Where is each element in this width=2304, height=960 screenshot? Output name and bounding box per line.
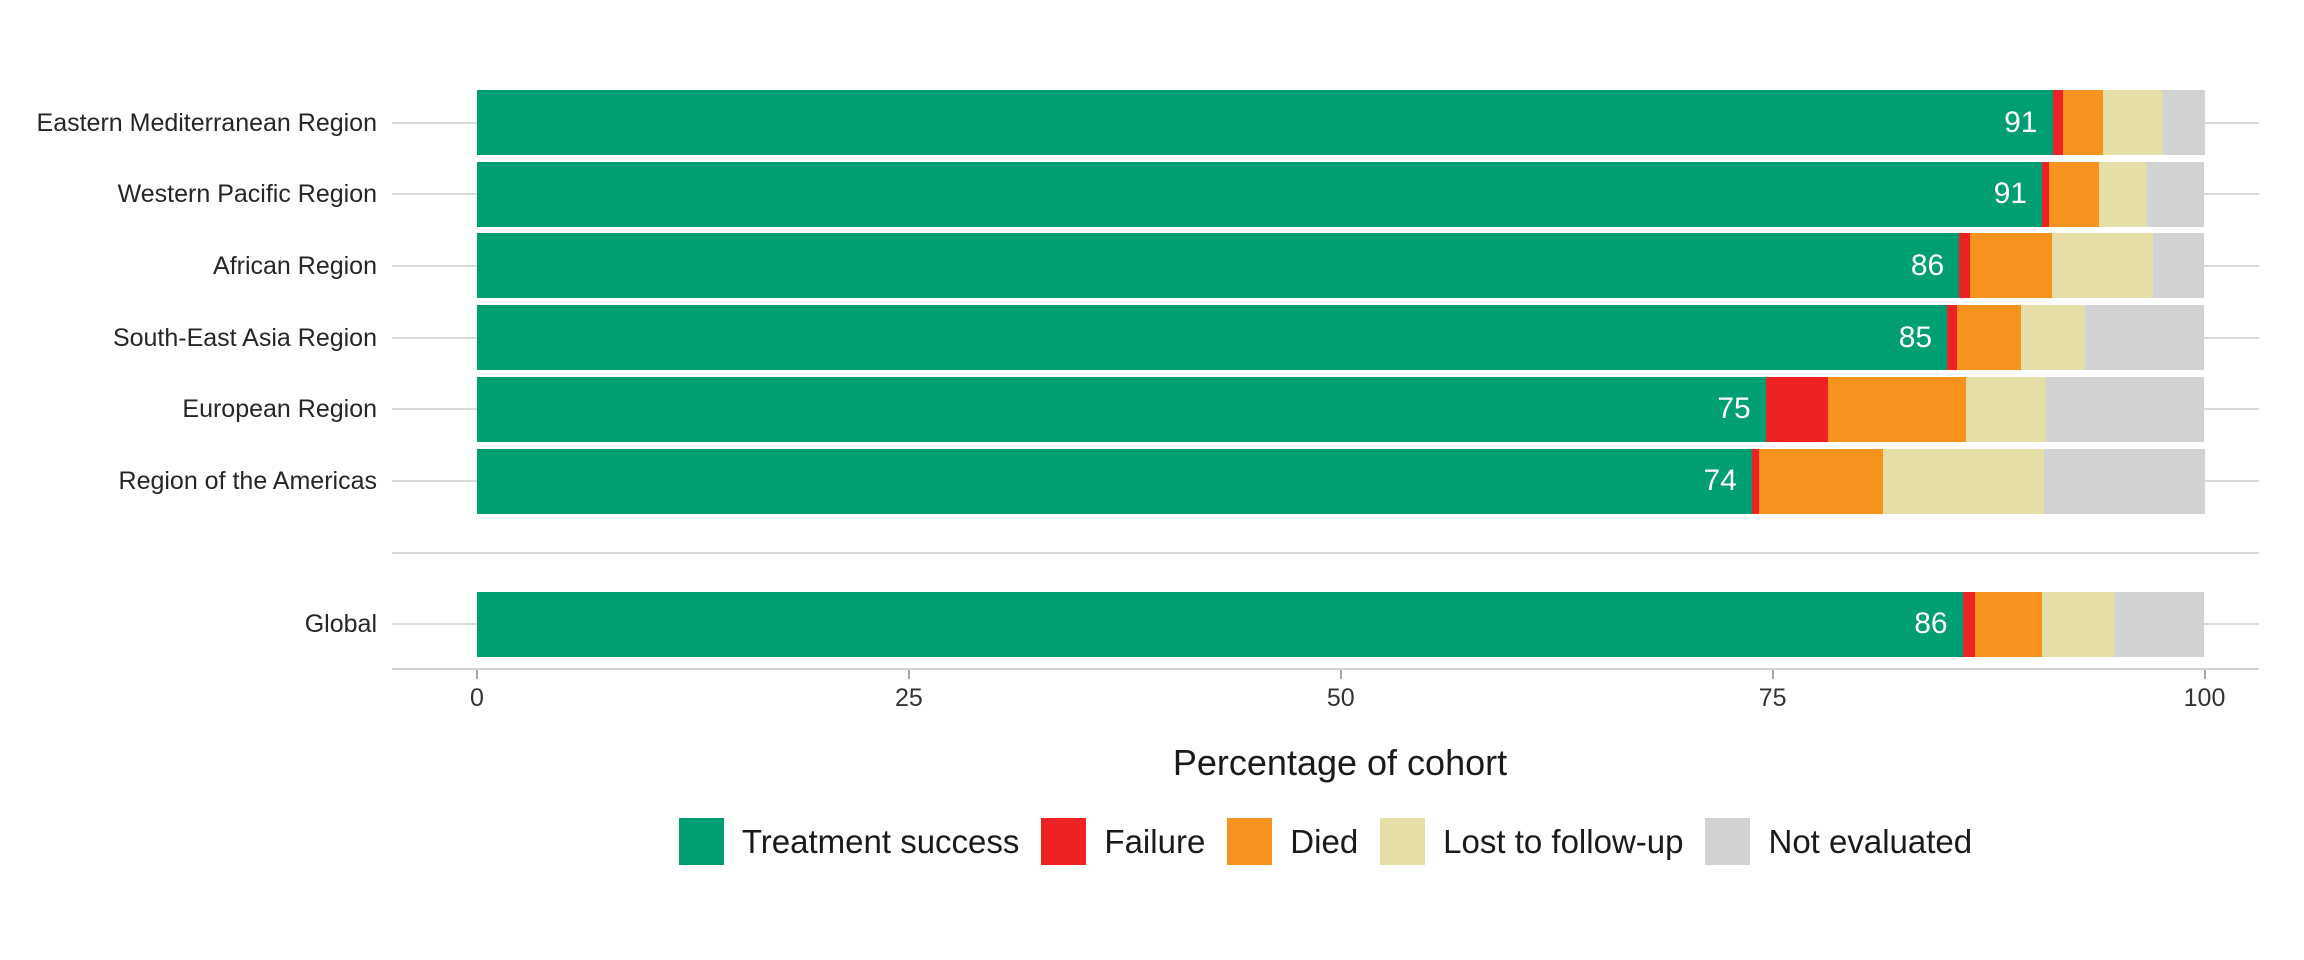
segment-not-evaluated <box>2085 305 2205 371</box>
legend-item-died: Died <box>1227 818 1358 865</box>
category-label-eastern-mediterranean-region: Eastern Mediterranean Region <box>36 108 377 137</box>
bar-value-label: 75 <box>1717 392 1751 426</box>
legend: Treatment success Failure Died Lost to foll… <box>392 818 2259 865</box>
segment-treatment-success: 85 <box>477 305 1948 371</box>
bar-south-east-asia-region: 85 <box>477 305 2205 371</box>
legend-swatch-lost-to-follow-up <box>1380 818 1426 865</box>
segment-died <box>1974 591 2043 657</box>
segment-treatment-success: 91 <box>477 90 2053 155</box>
segment-lost-to-follow-up <box>1883 448 2044 514</box>
segment-treatment-success: 91 <box>477 161 2043 227</box>
legend-item-not-evaluated: Not evaluated <box>1705 818 1972 865</box>
category-gridline <box>392 551 2259 554</box>
segment-lost-to-follow-up <box>2102 90 2164 155</box>
segment-died <box>2062 90 2103 155</box>
x-axis-tick-label: 100 <box>2183 684 2226 712</box>
x-axis-tick-label: 75 <box>1758 684 1787 712</box>
segment-died <box>1969 233 2053 299</box>
bar-value-label: 85 <box>1898 320 1933 354</box>
legend-swatch-died <box>1227 818 1273 865</box>
legend-swatch-not-evaluated <box>1705 818 1751 865</box>
segment-died <box>2048 161 2100 227</box>
bar-eastern-mediterranean-region: 91 <box>477 90 2205 155</box>
legend-item-failure: Failure <box>1041 818 1205 865</box>
x-axis-tick <box>2203 670 2206 679</box>
segment-failure <box>1947 305 1958 371</box>
x-axis-tick-label: 25 <box>894 684 923 712</box>
x-axis-tick <box>1339 670 1342 679</box>
legend-item-lost-to-follow-up: Lost to follow-up <box>1380 818 1683 865</box>
segment-treatment-success: 74 <box>477 448 1752 514</box>
x-axis-tick-label: 0 <box>470 684 484 712</box>
bar-global: 86 <box>477 591 2205 657</box>
segment-failure <box>2052 90 2063 155</box>
segment-failure <box>1959 233 1970 299</box>
legend-label-lost-to-follow-up: Lost to follow-up <box>1443 823 1684 860</box>
segment-not-evaluated <box>2152 233 2205 299</box>
x-axis-tick <box>1771 670 1774 679</box>
x-axis-tick <box>476 670 478 679</box>
x-axis-line <box>392 668 2259 670</box>
bar-western-pacific-region: 91 <box>477 161 2205 227</box>
segment-treatment-success: 86 <box>477 591 1963 657</box>
bar-value-label: 86 <box>1910 248 1945 282</box>
legend-swatch-failure <box>1041 818 1087 865</box>
category-label-region-of-the-americas: Region of the Americas <box>118 467 377 495</box>
segment-not-evaluated <box>2147 161 2205 227</box>
segment-not-evaluated <box>2163 90 2205 155</box>
segment-lost-to-follow-up <box>2052 233 2153 299</box>
segment-not-evaluated <box>2043 448 2205 514</box>
legend-label-failure: Failure <box>1104 823 1206 860</box>
category-label-african-region: African Region <box>213 251 377 280</box>
category-label-european-region: European Region <box>182 395 377 424</box>
bar-value-label: 91 <box>2004 105 2038 139</box>
segment-lost-to-follow-up <box>2042 591 2115 657</box>
bar-african-region: 86 <box>477 233 2205 299</box>
bar-european-region: 75 <box>477 376 2205 442</box>
legend-swatch-treatment-success <box>678 818 724 865</box>
x-axis-tick <box>907 670 910 679</box>
category-label-global: Global <box>304 610 377 639</box>
segment-failure <box>1962 591 1975 657</box>
segment-treatment-success: 75 <box>477 376 1766 442</box>
segment-lost-to-follow-up <box>1966 376 2046 442</box>
x-axis-title: Percentage of cohort <box>1172 742 1508 783</box>
segment-died <box>1827 376 1967 442</box>
segment-not-evaluated <box>2045 376 2205 442</box>
legend-label-died: Died <box>1290 823 1359 860</box>
x-axis-tick-label: 50 <box>1326 684 1355 712</box>
bar-region-of-the-americas: 74 <box>477 448 2205 514</box>
segment-not-evaluated <box>2114 591 2205 657</box>
legend-label-not-evaluated: Not evaluated <box>1768 823 1973 860</box>
legend-item-treatment-success: Treatment success <box>678 818 1020 865</box>
segment-died <box>1758 448 1884 514</box>
category-label-western-pacific-region: Western Pacific Region <box>117 180 377 209</box>
segment-lost-to-follow-up <box>2021 305 2086 371</box>
bar-value-label: 86 <box>1914 607 1948 641</box>
segment-died <box>1957 305 2022 371</box>
segment-failure <box>1765 376 1828 442</box>
segment-treatment-success: 86 <box>477 233 1960 299</box>
bar-value-label: 74 <box>1703 464 1737 497</box>
segment-lost-to-follow-up <box>2099 161 2148 227</box>
segment-failure <box>1751 448 1759 514</box>
segment-failure <box>2042 161 2049 227</box>
legend-label-treatment-success: Treatment success <box>741 823 1020 860</box>
bar-value-label: 91 <box>1993 177 2028 211</box>
category-label-south-east-asia-region: South-East Asia Region <box>112 323 377 352</box>
